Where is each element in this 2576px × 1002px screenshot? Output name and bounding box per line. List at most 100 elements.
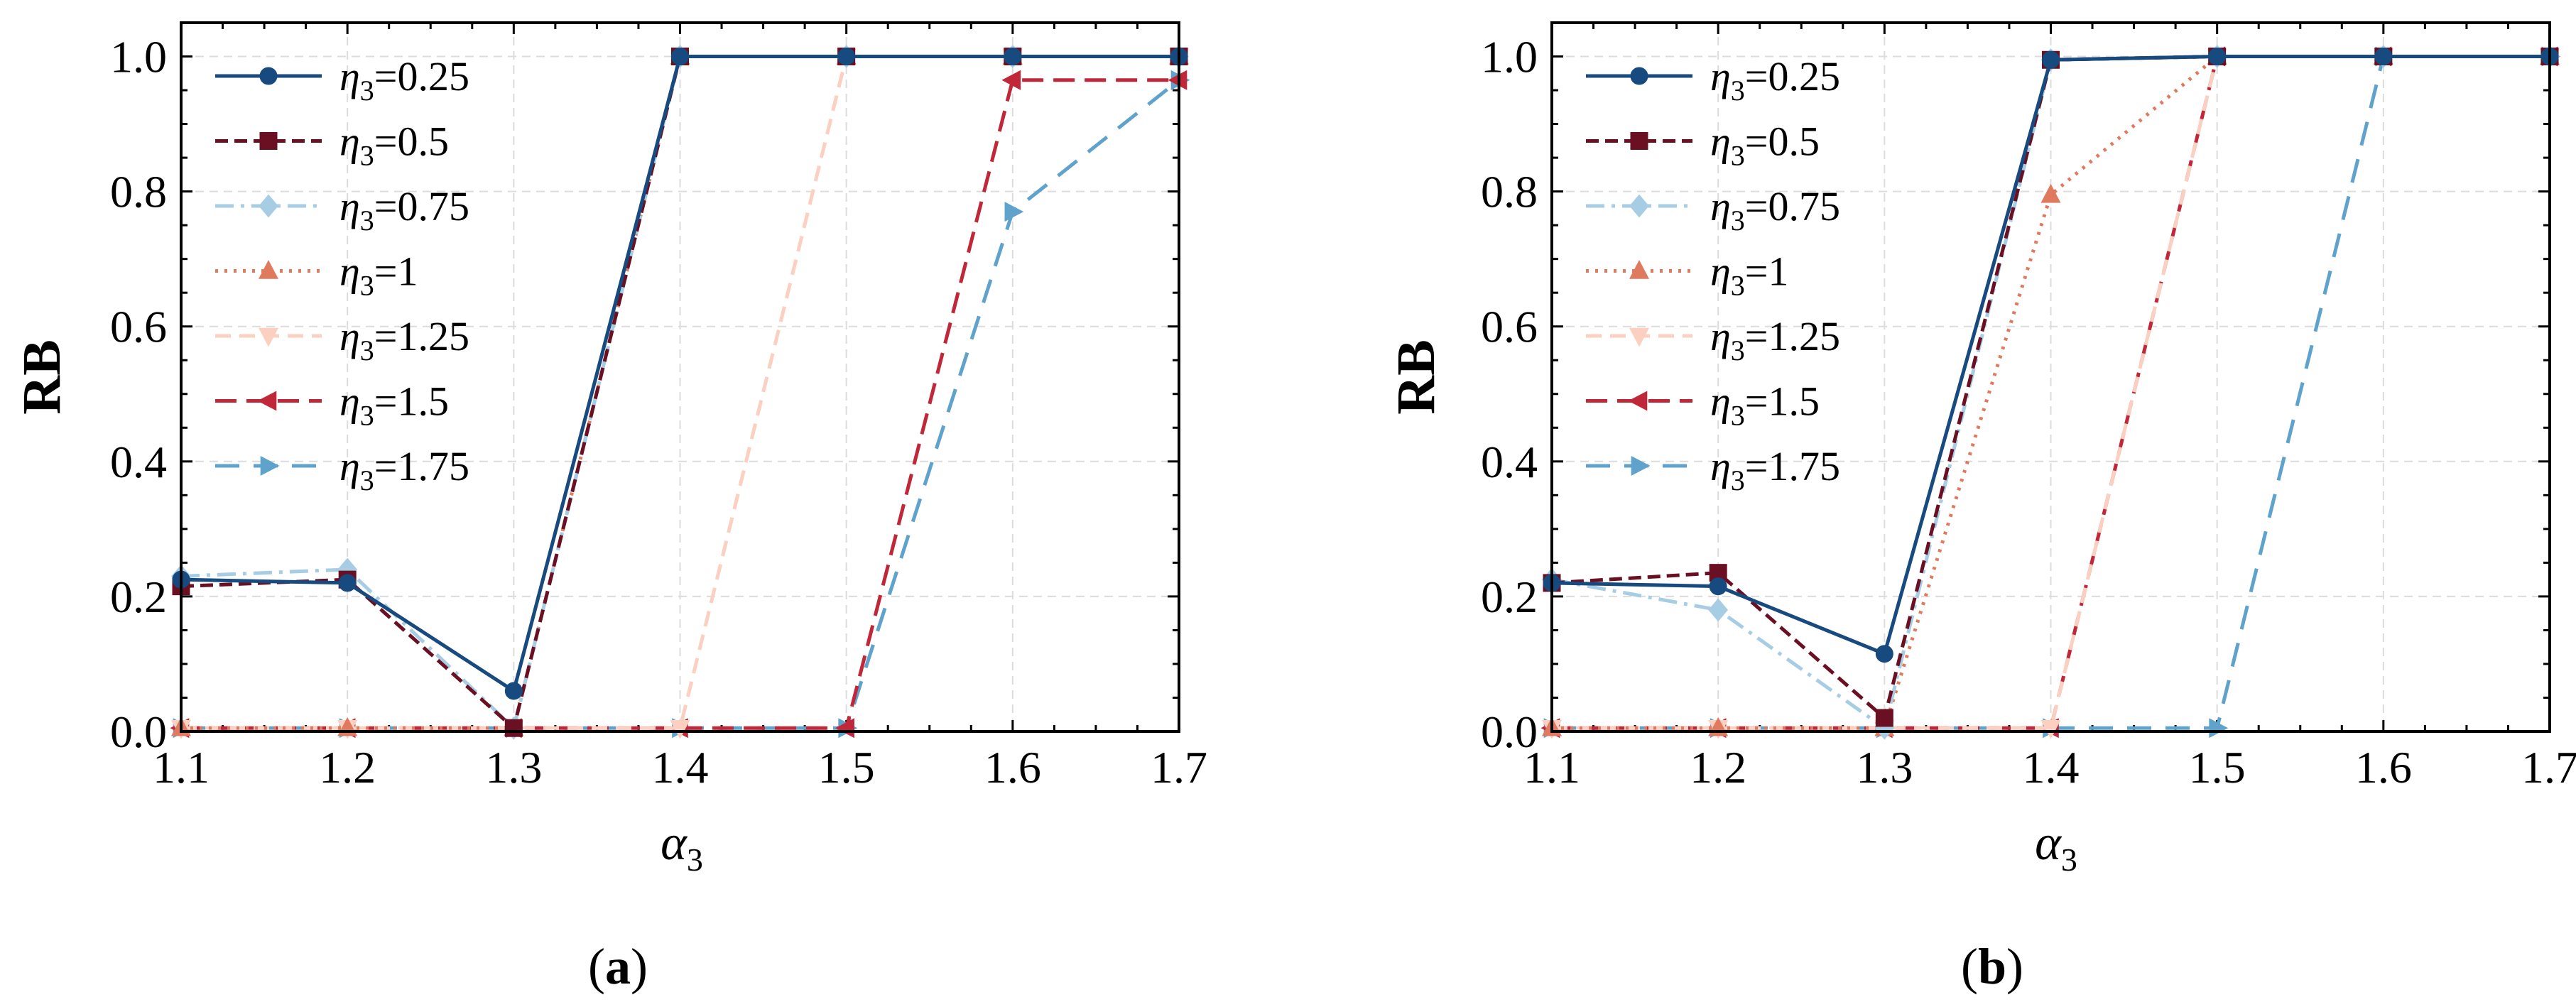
legend-eta-sub: 3	[360, 140, 374, 172]
legend-item: η3=1.5	[1586, 379, 1820, 432]
legend: η3=0.25η3=0.5η3=0.75η3=1η3=1.25η3=1.5η3=…	[215, 53, 469, 496]
legend-label: η3=1.25	[1710, 313, 1840, 366]
legend-eta-value: =1.75	[1745, 443, 1840, 489]
legend-eta-sub: 3	[360, 464, 374, 496]
x-axis-title-base: α	[2035, 816, 2062, 871]
data-point	[2040, 183, 2061, 203]
data-point	[338, 574, 357, 592]
legend-label: η3=1.75	[339, 443, 469, 496]
y-tick-label: 0.4	[110, 437, 167, 487]
legend-item: η3=1.75	[1586, 443, 1840, 496]
legend-eta: η	[339, 183, 360, 229]
legend-eta: η	[339, 313, 360, 359]
panel-label-open: (	[1961, 938, 1978, 995]
legend-eta-value: =1.5	[374, 379, 449, 425]
y-tick-label: 0.6	[1481, 302, 1538, 352]
legend-marker	[1629, 327, 1650, 347]
legend-label: η3=0.25	[1710, 53, 1840, 107]
y-tick-label: 0.2	[110, 572, 167, 622]
legend-eta-sub: 3	[360, 400, 374, 432]
legend-eta-value: =1	[1745, 249, 1789, 295]
legend-marker	[258, 327, 279, 347]
series-line	[181, 78, 1180, 730]
axes-frame	[180, 21, 1180, 733]
legend-item: η3=1.25	[215, 313, 469, 366]
legend-label: η3=0.75	[339, 183, 469, 236]
data-point	[1875, 645, 1893, 663]
legend-label: η3=0.25	[339, 53, 469, 107]
legend-marker	[257, 391, 277, 411]
legend-eta-value: =1.25	[374, 313, 469, 359]
legend-eta-sub: 3	[360, 75, 374, 107]
legend-item: η3=1.5	[215, 379, 449, 432]
legend-marker	[1629, 194, 1649, 218]
series-7	[1543, 46, 2561, 739]
data-point	[2208, 48, 2227, 66]
legend-label: η3=1.25	[339, 313, 469, 366]
x-tick-label: 1.1	[1523, 742, 1580, 793]
legend-marker	[259, 67, 278, 85]
y-tick-label: 0.0	[110, 707, 167, 757]
legend-marker	[258, 260, 279, 279]
legend-marker	[1629, 260, 1650, 279]
data-point	[1004, 48, 1022, 66]
legend-marker	[260, 455, 280, 477]
legend-marker	[1631, 455, 1651, 477]
legend-label: η3=1.5	[339, 379, 449, 432]
data-point	[504, 682, 523, 700]
panel-label-close: )	[2006, 938, 2023, 995]
legend-label: η3=1.75	[1710, 443, 1840, 496]
x-axis-title-base: α	[661, 816, 688, 871]
legend-eta: η	[1710, 313, 1731, 359]
panel-label: (b)	[1961, 938, 2023, 995]
legend-eta-sub: 3	[1731, 400, 1745, 432]
legend-item: η3=1	[215, 249, 418, 302]
legend-label: η3=1.5	[1710, 379, 1820, 432]
x-tick-label: 1.3	[1856, 742, 1913, 793]
x-axis-title-sub: 3	[687, 842, 703, 878]
series-1	[172, 48, 1188, 700]
panel-label: (a)	[588, 938, 648, 995]
legend-label: η3=1	[1710, 249, 1789, 302]
data-point	[837, 48, 856, 66]
x-tick-label: 1.2	[1690, 742, 1746, 793]
legend-eta: η	[1710, 183, 1731, 229]
data-point	[670, 719, 690, 739]
legend-eta: η	[1710, 249, 1731, 295]
legend-eta-value: =0.75	[1745, 183, 1840, 229]
y-axis-title: RB	[1386, 339, 1446, 415]
legend-eta-value: =1	[374, 249, 418, 295]
data-point	[2374, 48, 2393, 66]
series-7	[173, 70, 1190, 739]
legend-label: η3=0.5	[1710, 119, 1820, 172]
legend-label: η3=1	[339, 249, 418, 302]
legend-eta-sub: 3	[360, 270, 374, 302]
data-point	[671, 48, 689, 66]
series-6	[170, 70, 1188, 739]
x-tick-label: 1.6	[2355, 742, 2412, 793]
x-tick-label: 1.4	[2023, 742, 2080, 793]
x-tick-label: 1.2	[319, 742, 376, 793]
y-axis-title: RB	[12, 339, 72, 415]
x-tick-label: 1.5	[818, 742, 875, 793]
legend-marker	[1630, 67, 1648, 85]
legend-eta-sub: 3	[360, 205, 374, 236]
y-tick-label: 1.0	[110, 32, 167, 82]
x-tick-label: 1.3	[485, 742, 542, 793]
y-tick-label: 0.8	[110, 167, 167, 217]
legend-eta: η	[339, 249, 360, 295]
y-tick-label: 0.4	[1481, 437, 1538, 487]
legend-item: η3=0.75	[215, 183, 469, 236]
legend-eta: η	[1710, 443, 1731, 489]
legend-item: η3=1.25	[1586, 313, 1840, 366]
y-tick-label: 0.0	[1481, 707, 1538, 757]
data-point	[1875, 709, 1893, 727]
legend-marker	[259, 194, 278, 218]
data-point	[504, 719, 523, 737]
legend-marker	[1628, 391, 1648, 411]
y-tick-label: 0.2	[1481, 572, 1538, 622]
legend-item: η3=0.75	[1586, 183, 1840, 236]
legend-eta-value: =0.75	[374, 183, 469, 229]
legend-label: η3=0.5	[339, 119, 449, 172]
